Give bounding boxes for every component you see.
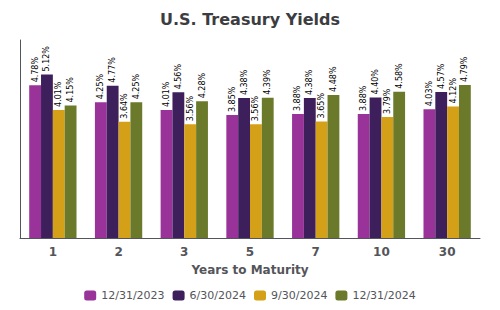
svg-text:4.25%: 4.25% (132, 73, 141, 99)
svg-text:4.77%: 4.77% (108, 57, 117, 83)
svg-text:4.38%: 4.38% (240, 69, 249, 95)
svg-text:4.79%: 4.79% (460, 56, 469, 82)
svg-text:12/31/2024: 12/31/2024 (352, 289, 415, 302)
svg-text:4.01%: 4.01% (162, 81, 171, 107)
svg-text:4.78%: 4.78% (31, 57, 40, 83)
svg-text:3.88%: 3.88% (293, 85, 302, 111)
svg-text:3.65%: 3.65% (317, 93, 326, 119)
svg-text:4.03%: 4.03% (425, 80, 434, 106)
svg-text:4.39%: 4.39% (263, 69, 272, 95)
svg-text:3.56%: 3.56% (186, 95, 195, 121)
svg-text:4.01%: 4.01% (54, 81, 63, 107)
svg-text:2: 2 (114, 245, 122, 259)
svg-text:3.88%: 3.88% (359, 85, 368, 111)
svg-text:4.28%: 4.28% (198, 73, 207, 99)
svg-text:30: 30 (439, 245, 456, 259)
svg-text:1: 1 (49, 245, 57, 259)
svg-text:4.48%: 4.48% (329, 66, 338, 92)
svg-text:4.40%: 4.40% (371, 69, 380, 95)
svg-text:9/30/2024: 9/30/2024 (271, 289, 327, 302)
svg-text:3: 3 (180, 245, 188, 259)
svg-text:7: 7 (312, 245, 320, 259)
svg-text:3.56%: 3.56% (251, 95, 260, 121)
svg-text:3.64%: 3.64% (120, 93, 129, 119)
svg-text:4.12%: 4.12% (449, 78, 458, 104)
svg-text:U.S. Treasury Yields: U.S. Treasury Yields (160, 10, 340, 29)
svg-text:10: 10 (373, 245, 390, 259)
svg-text:5: 5 (246, 245, 254, 259)
svg-text:6/30/2024: 6/30/2024 (190, 289, 246, 302)
svg-text:4.15%: 4.15% (66, 77, 75, 103)
svg-text:3.79%: 3.79% (383, 88, 392, 114)
svg-text:12/31/2023: 12/31/2023 (101, 289, 164, 302)
svg-text:4.58%: 4.58% (395, 63, 404, 89)
svg-text:Years to Maturity: Years to Maturity (190, 263, 308, 277)
svg-text:4.25%: 4.25% (96, 73, 105, 99)
svg-text:4.57%: 4.57% (437, 63, 446, 89)
svg-text:4.56%: 4.56% (174, 64, 183, 90)
svg-text:5.12%: 5.12% (42, 46, 51, 72)
svg-text:3.85%: 3.85% (228, 86, 237, 112)
svg-text:4.38%: 4.38% (305, 69, 314, 95)
